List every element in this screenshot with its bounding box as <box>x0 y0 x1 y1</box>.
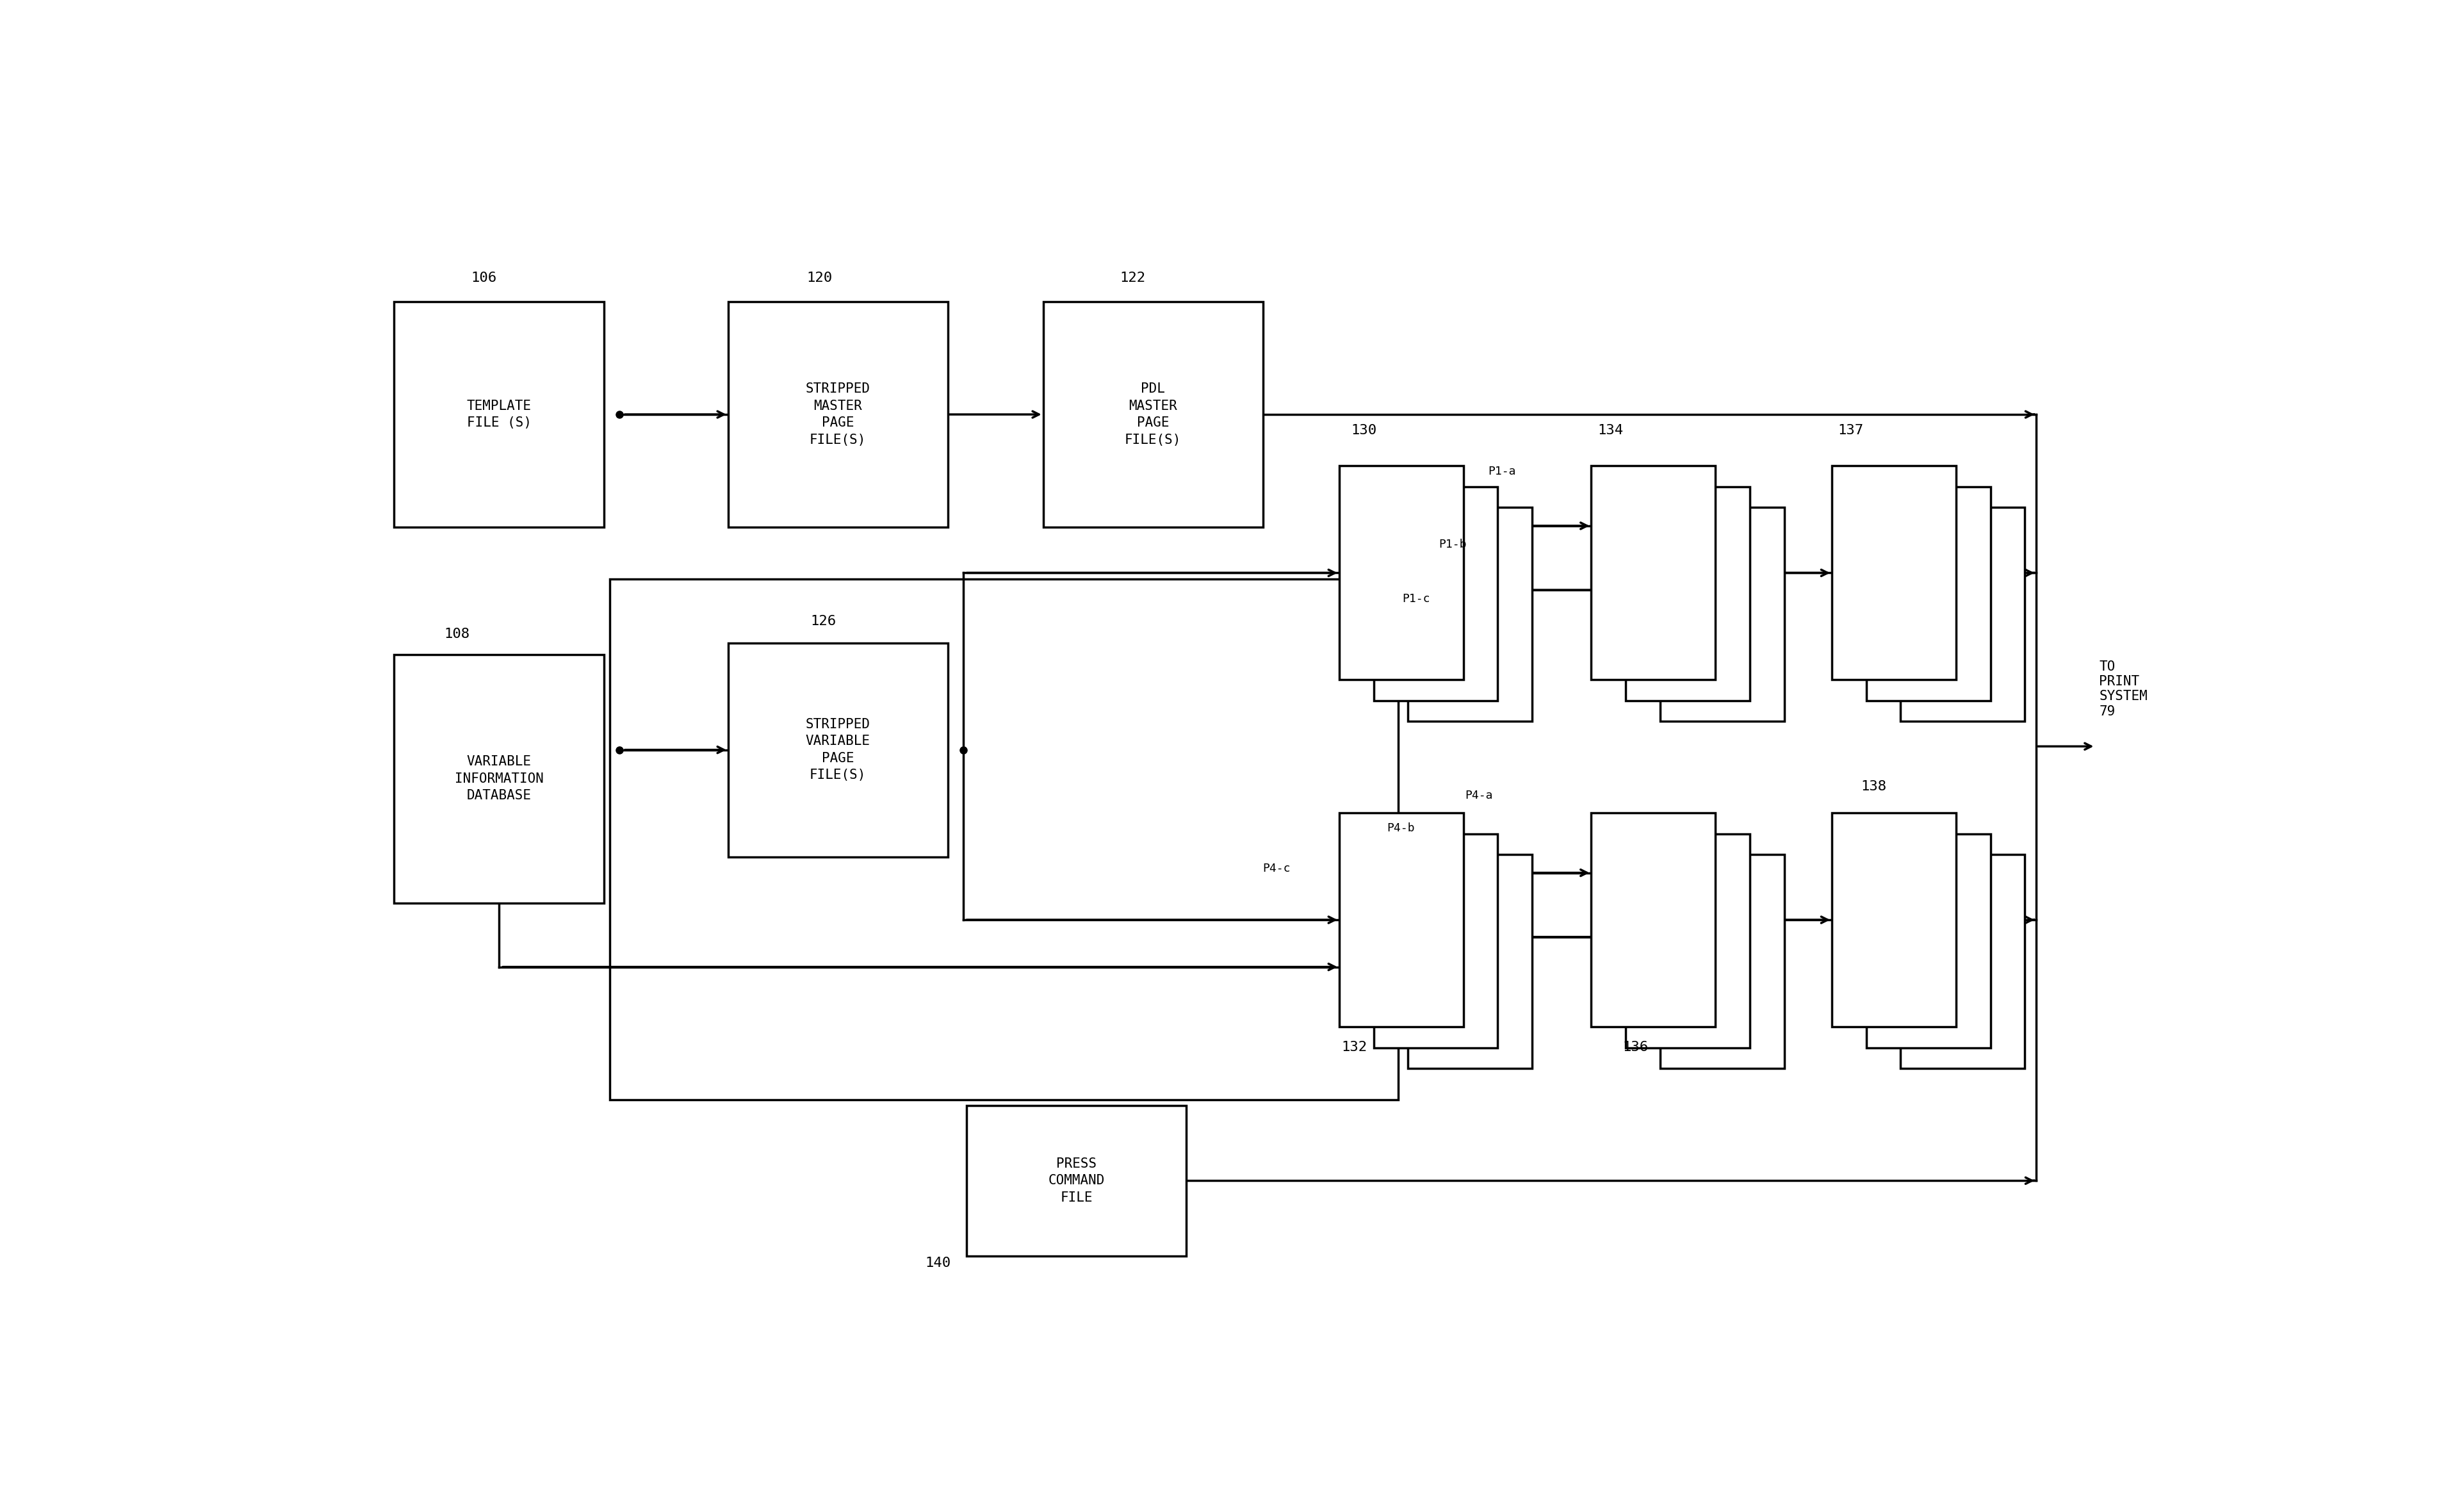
Text: 122: 122 <box>1121 272 1146 284</box>
Text: PDL
MASTER
PAGE
FILE(S): PDL MASTER PAGE FILE(S) <box>1124 383 1180 446</box>
Text: STRIPPED
VARIABLE
PAGE
FILE(S): STRIPPED VARIABLE PAGE FILE(S) <box>806 718 870 781</box>
Text: 140: 140 <box>926 1257 951 1269</box>
Bar <box>1592 813 1715 1027</box>
Text: STRIPPED
MASTER
PAGE
FILE(S): STRIPPED MASTER PAGE FILE(S) <box>806 383 870 446</box>
Bar <box>1661 508 1784 721</box>
Text: 126: 126 <box>811 614 835 628</box>
Text: TO
PRINT
SYSTEM
79: TO PRINT SYSTEM 79 <box>2099 661 2149 718</box>
Bar <box>1372 834 1498 1048</box>
Bar <box>1407 508 1533 721</box>
Bar <box>729 643 949 856</box>
Text: P1-c: P1-c <box>1402 593 1429 605</box>
Bar <box>1831 466 1956 680</box>
Text: P4-b: P4-b <box>1387 822 1414 834</box>
Text: 106: 106 <box>471 272 498 284</box>
Text: P4-c: P4-c <box>1262 862 1291 874</box>
Text: 137: 137 <box>1838 424 1863 437</box>
Text: 130: 130 <box>1350 424 1377 437</box>
Bar <box>1831 813 1956 1027</box>
Text: 120: 120 <box>806 272 833 284</box>
Bar <box>1372 487 1498 700</box>
Bar <box>1865 487 1991 700</box>
Bar <box>1340 466 1464 680</box>
Bar <box>1865 834 1991 1048</box>
Bar <box>1626 834 1749 1048</box>
Bar <box>1042 302 1262 527</box>
Text: 136: 136 <box>1621 1041 1648 1053</box>
Text: VARIABLE
INFORMATION
DATABASE: VARIABLE INFORMATION DATABASE <box>453 756 545 802</box>
Text: P1-b: P1-b <box>1439 539 1466 550</box>
Bar <box>1900 855 2025 1068</box>
Text: 108: 108 <box>444 628 471 640</box>
Text: TEMPLATE
FILE (S): TEMPLATE FILE (S) <box>466 400 532 430</box>
Bar <box>1626 487 1749 700</box>
Text: PRESS
COMMAND
FILE: PRESS COMMAND FILE <box>1047 1158 1104 1205</box>
Bar <box>1340 813 1464 1027</box>
Text: 132: 132 <box>1340 1041 1368 1053</box>
Bar <box>1407 855 1533 1068</box>
Bar <box>1592 466 1715 680</box>
Text: 134: 134 <box>1597 424 1624 437</box>
Bar <box>1900 508 2025 721</box>
Bar <box>394 655 604 903</box>
Text: P4-a: P4-a <box>1466 790 1493 801</box>
Text: P1-a: P1-a <box>1488 466 1515 478</box>
Bar <box>1661 855 1784 1068</box>
Bar <box>729 302 949 527</box>
Bar <box>394 302 604 527</box>
Text: 138: 138 <box>1860 781 1887 793</box>
Bar <box>966 1105 1188 1256</box>
Bar <box>609 580 1400 1099</box>
